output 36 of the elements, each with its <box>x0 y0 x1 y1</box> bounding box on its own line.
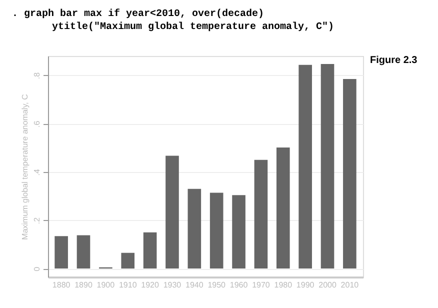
bar <box>121 252 135 269</box>
bar <box>143 232 157 269</box>
x-tick-label: 1950 <box>208 280 226 290</box>
caption: Figure 2.3 <box>370 55 418 66</box>
bar <box>254 160 268 269</box>
bar <box>210 192 224 269</box>
bar <box>54 236 68 269</box>
y-tick-label: .8 <box>32 72 42 80</box>
y-tick-label: .6 <box>32 120 42 128</box>
y-tick-label: 0 <box>32 266 42 272</box>
x-tick-label: 1960 <box>230 280 248 290</box>
x-tick-label: 1880 <box>52 280 71 290</box>
bar <box>298 64 312 269</box>
text: . graph bar max if year<2010, over(decade) <box>12 8 264 20</box>
y-tick-label: .4 <box>32 168 42 176</box>
bar <box>276 148 290 269</box>
x-tick-label: 1910 <box>118 280 138 290</box>
x-tick-label: 1970 <box>252 280 270 290</box>
x-tick-label: 1990 <box>296 280 315 290</box>
bar <box>166 156 179 269</box>
bar <box>76 235 90 269</box>
bar <box>232 195 246 269</box>
bar <box>343 78 356 269</box>
x-tick-label: 1980 <box>274 280 293 290</box>
x-tick-label: 1900 <box>96 280 116 290</box>
x-tick-label: 1940 <box>186 280 204 290</box>
x-tick-label: 2000 <box>318 280 337 290</box>
bar <box>320 64 334 269</box>
x-tick-label: 2010 <box>340 280 360 290</box>
y-tick-label: .2 <box>32 216 42 224</box>
x-tick-label: 1890 <box>74 280 93 290</box>
bar <box>188 188 202 269</box>
y-axis-title: Maximum global temperature anomaly, C <box>20 94 30 240</box>
text: ytitle("Maximum global temperature anomaly, C") <box>52 21 334 33</box>
x-tick-label: 1920 <box>141 280 160 290</box>
x-tick-label: 1930 <box>163 280 182 290</box>
